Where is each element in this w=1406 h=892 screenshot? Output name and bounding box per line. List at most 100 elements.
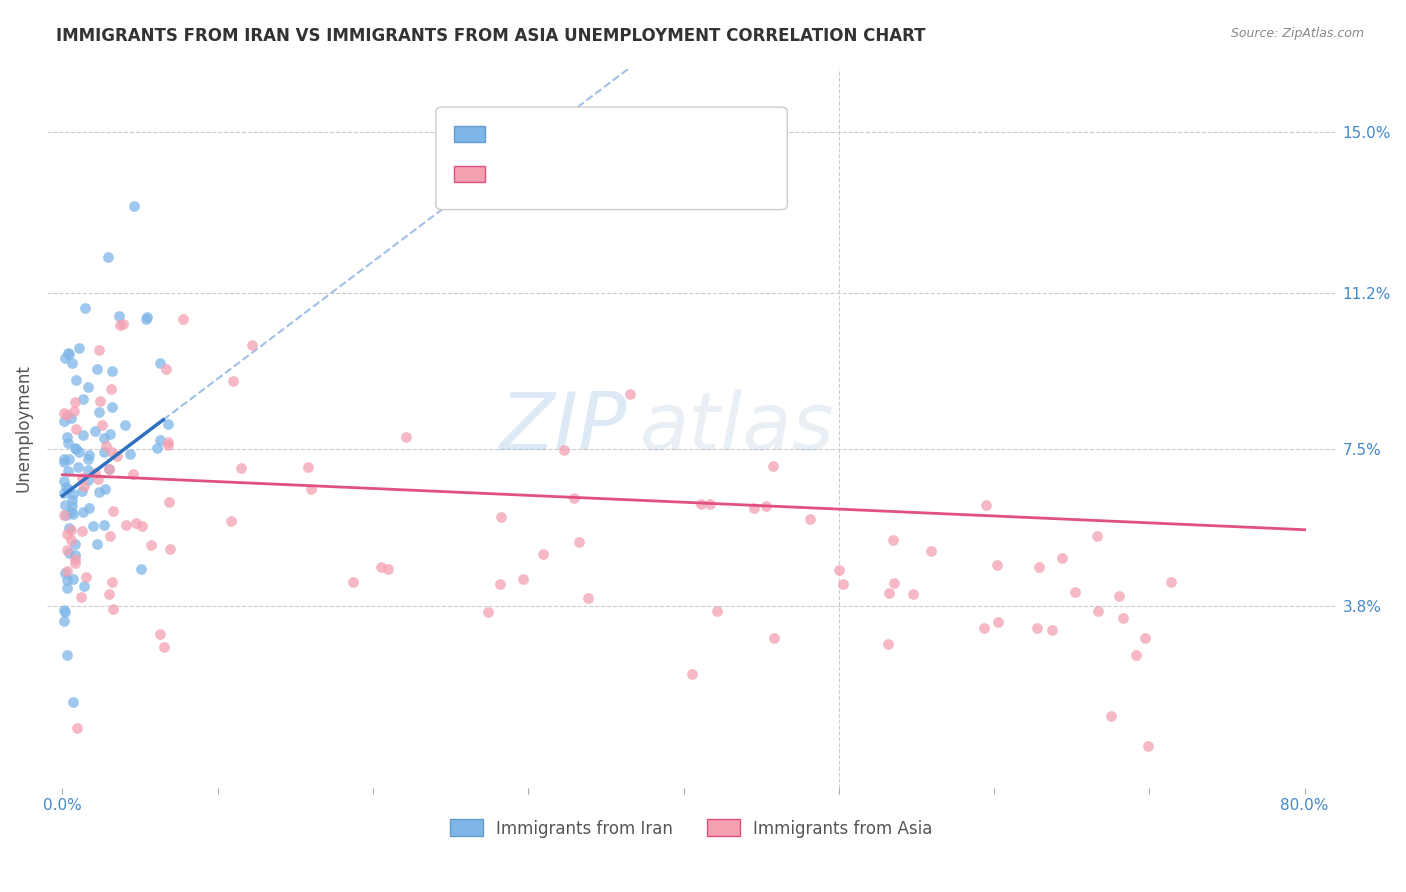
Point	[52, 455, 75, 469]
Point	[221, 375, 243, 389]
Point	[67, 460, 90, 475]
Point	[149, 433, 172, 447]
Point	[53, 566, 76, 581]
Point	[706, 604, 728, 618]
Point	[828, 563, 851, 577]
Point	[77, 448, 100, 462]
Point	[100, 364, 122, 378]
Point	[973, 621, 995, 635]
Point	[681, 667, 703, 681]
Point	[377, 562, 399, 576]
Point	[342, 574, 364, 589]
Point	[619, 386, 641, 401]
Point	[98, 529, 121, 543]
Point	[56, 527, 79, 541]
Point	[159, 542, 181, 557]
Point	[974, 499, 997, 513]
Point	[63, 537, 86, 551]
Point	[77, 451, 100, 466]
Point	[920, 543, 942, 558]
Point	[139, 538, 162, 552]
Text: 80: 80	[623, 128, 644, 143]
Point	[1028, 560, 1050, 574]
Point	[90, 418, 112, 433]
Point	[115, 517, 138, 532]
Point	[52, 603, 75, 617]
Point	[489, 576, 512, 591]
Point	[56, 573, 79, 587]
Point	[93, 445, 115, 459]
Text: Source: ZipAtlas.com: Source: ZipAtlas.com	[1230, 27, 1364, 40]
Point	[98, 462, 121, 476]
Point	[65, 442, 87, 457]
Point	[93, 431, 115, 445]
Point	[59, 504, 82, 518]
Point	[72, 428, 94, 442]
Point	[1042, 624, 1064, 638]
Point	[86, 362, 108, 376]
Point	[86, 472, 108, 486]
Point	[97, 462, 120, 476]
Text: IMMIGRANTS FROM IRAN VS IMMIGRANTS FROM ASIA UNEMPLOYMENT CORRELATION CHART: IMMIGRANTS FROM IRAN VS IMMIGRANTS FROM …	[56, 27, 925, 45]
Point	[55, 648, 77, 663]
Point	[84, 467, 107, 481]
Point	[477, 605, 499, 619]
Point	[553, 442, 575, 457]
Point	[73, 301, 96, 315]
Point	[1026, 621, 1049, 635]
Point	[70, 483, 93, 498]
Point	[135, 312, 157, 326]
Point	[89, 485, 111, 500]
Point	[578, 591, 600, 605]
Point	[55, 430, 77, 444]
Point	[562, 491, 585, 506]
Point	[62, 695, 84, 709]
Point	[53, 475, 76, 489]
Point	[987, 615, 1010, 629]
Point	[67, 445, 90, 459]
Y-axis label: Unemployment: Unemployment	[15, 364, 32, 492]
Point	[986, 558, 1008, 572]
Point	[1160, 574, 1182, 589]
Point	[101, 504, 124, 518]
Point	[1135, 631, 1157, 645]
Point	[52, 452, 75, 467]
Point	[56, 564, 79, 578]
Point	[1125, 648, 1147, 662]
Point	[59, 533, 82, 548]
Point	[93, 517, 115, 532]
Point	[157, 495, 180, 509]
Point	[72, 524, 94, 539]
Point	[153, 640, 176, 654]
Point	[100, 382, 122, 396]
Point	[110, 318, 132, 333]
Point	[157, 434, 180, 449]
Point	[58, 452, 80, 467]
Point	[370, 560, 392, 574]
Point	[60, 411, 83, 425]
Text: R =: R =	[492, 168, 520, 183]
Text: R =: R =	[492, 128, 520, 143]
Text: atlas: atlas	[640, 389, 835, 467]
Point	[77, 500, 100, 515]
Point	[799, 512, 821, 526]
Point	[1099, 709, 1122, 723]
Point	[62, 507, 84, 521]
Point	[689, 497, 711, 511]
Point	[73, 479, 96, 493]
Point	[55, 408, 77, 422]
Point	[101, 400, 124, 414]
Point	[105, 449, 128, 463]
Point	[763, 632, 786, 646]
Point	[65, 551, 87, 566]
Point	[135, 310, 157, 325]
Point	[52, 508, 75, 523]
Point	[883, 576, 905, 591]
Point	[56, 435, 79, 450]
Point	[882, 533, 904, 548]
Point	[53, 606, 76, 620]
Point	[903, 587, 925, 601]
Point	[53, 414, 76, 428]
Point	[86, 537, 108, 551]
Point	[512, 572, 534, 586]
